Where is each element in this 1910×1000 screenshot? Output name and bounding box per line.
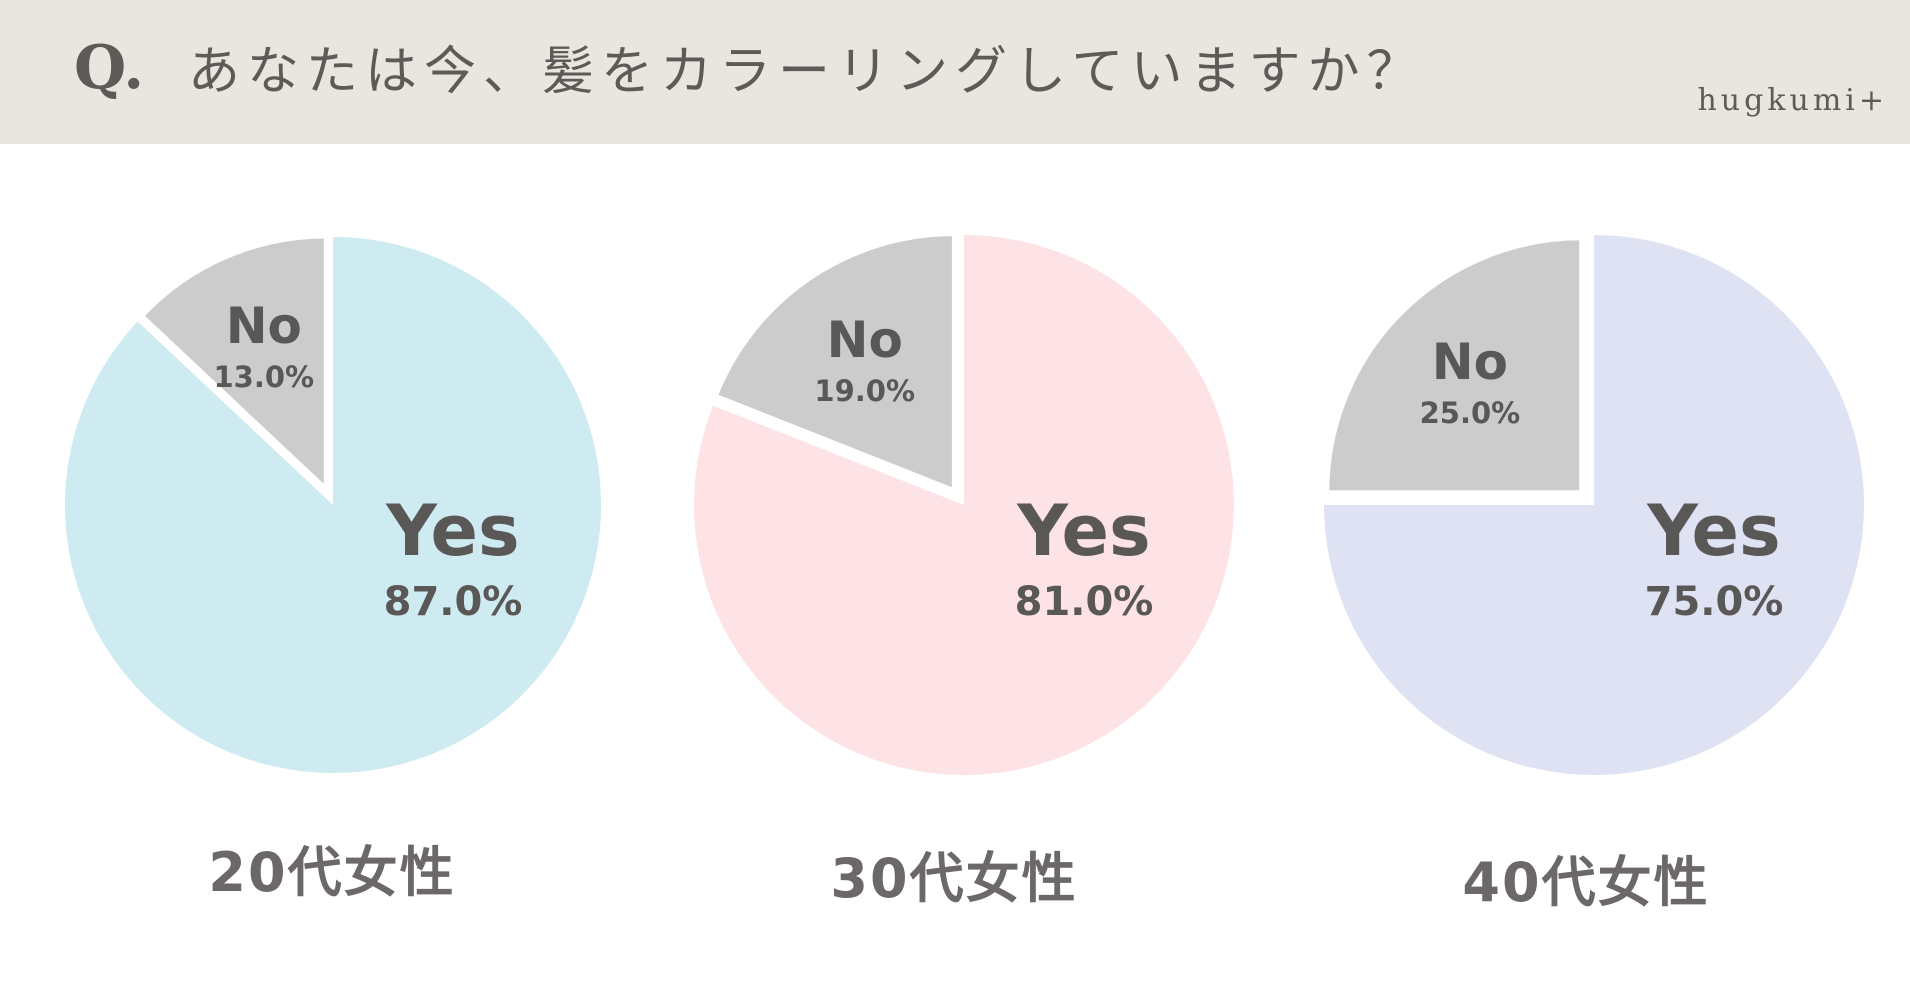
- brand-logo: hugkumi+: [1697, 83, 1888, 118]
- pie-slice-no-20s: [139, 234, 328, 494]
- group-label-30s: 30代女性: [830, 847, 1078, 910]
- slice-label-yes-20s: Yes: [385, 490, 519, 572]
- slice-label-no-30s: No: [827, 311, 903, 369]
- slice-value-no-20s: 13.0%: [213, 360, 314, 394]
- pie-slice-yes-20s: [65, 237, 602, 773]
- slice-value-yes-40s: 75.0%: [1645, 579, 1784, 625]
- group-label-20s: 20代女性: [208, 841, 456, 904]
- survey-question-title: あなたは今、髪をカラーリングしていますか？: [188, 42, 1426, 102]
- pie-slice-yes-30s: [694, 235, 1235, 775]
- question-mark-label: Q.: [74, 33, 145, 103]
- group-label-40s: 40代女性: [1462, 851, 1710, 914]
- slice-label-yes-40s: Yes: [1646, 490, 1780, 572]
- slice-value-yes-30s: 81.0%: [1015, 579, 1154, 625]
- pie-slice-no-40s: [1325, 236, 1584, 495]
- slice-value-yes-20s: 87.0%: [384, 579, 523, 625]
- slice-value-no-40s: 25.0%: [1420, 396, 1521, 430]
- slice-label-no-20s: No: [226, 297, 302, 355]
- pie-slice-yes-40s: [1324, 235, 1864, 775]
- slice-label-yes-30s: Yes: [1016, 490, 1150, 572]
- slice-label-no-40s: No: [1432, 333, 1508, 391]
- header-bar: Q. あなたは今、髪をカラーリングしていますか？ hugkumi+: [0, 0, 1910, 144]
- slice-value-no-30s: 19.0%: [814, 374, 915, 408]
- pie-slice-no-30s: [713, 232, 956, 494]
